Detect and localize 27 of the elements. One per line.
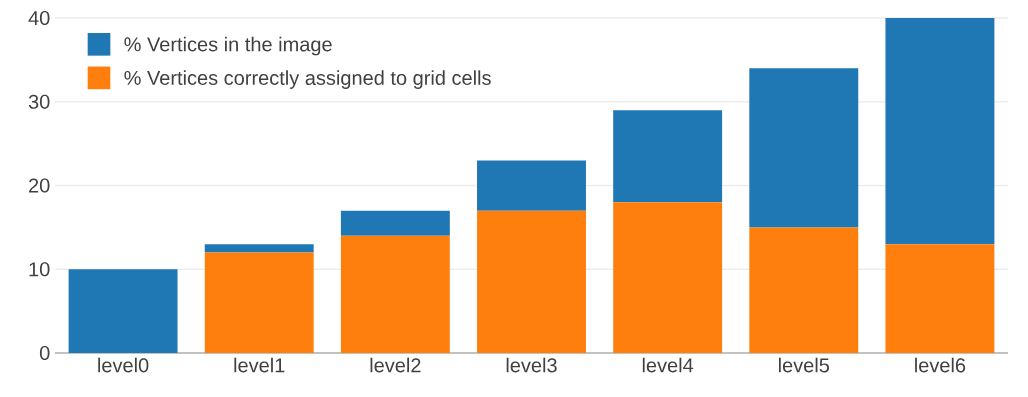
x-tick-label: level1 <box>234 357 285 373</box>
bar <box>885 244 995 353</box>
bar <box>477 210 586 353</box>
x-tick-label: level6 <box>915 357 966 373</box>
bar <box>749 227 859 353</box>
bar <box>613 110 723 203</box>
y-tick-label: 0 <box>39 345 50 361</box>
bar <box>340 210 450 236</box>
bar <box>68 269 178 353</box>
x-tick-label: level0 <box>98 357 149 373</box>
y-tick-label: 30 <box>28 94 50 109</box>
legend-label: % Vertices correctly assigned to grid cells <box>124 70 491 89</box>
bar <box>613 202 723 353</box>
y-tick-label: 10 <box>29 262 50 277</box>
bar <box>885 18 995 245</box>
bar <box>477 160 586 211</box>
bar <box>204 244 314 253</box>
y-tick-label: 40 <box>28 10 50 26</box>
bar <box>749 68 859 228</box>
x-tick-label: level5 <box>778 357 830 373</box>
x-tick-label: level4 <box>642 357 694 373</box>
bar <box>340 235 450 353</box>
legend-label: % Vertices in the image <box>124 36 332 56</box>
bar <box>204 252 314 353</box>
y-tick-label: 20 <box>29 178 50 193</box>
x-tick-label: level2 <box>370 357 421 373</box>
x-tick-label: level3 <box>506 357 557 373</box>
